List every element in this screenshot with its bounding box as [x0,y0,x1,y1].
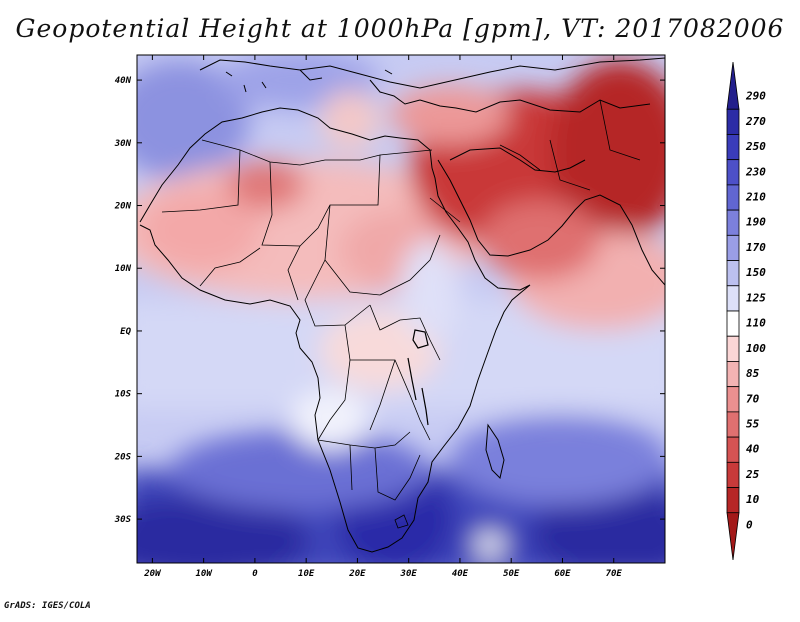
lon-label: 20E [348,569,366,579]
colorbar-label: 100 [746,342,766,355]
lat-label: EQ [120,327,131,337]
lon-label: 10E [298,569,315,579]
colorbar-swatch [726,260,740,287]
colorbar-label: 0 [746,518,753,531]
colorbar-swatch [726,209,740,236]
colorbar-swatch [726,335,740,362]
coastlines [139,57,665,553]
lat-label: 20S [114,452,132,462]
lon-label: 30E [400,569,418,579]
colorbar-swatch [726,361,740,388]
colorbar-label: 25 [745,468,760,481]
colorbar-label: 230 [745,165,766,178]
lat-label: 20N [114,202,132,212]
lon-label: 0 [252,569,258,579]
colorbar-label: 85 [746,367,760,380]
colorbar-label: 250 [745,140,766,153]
colorbar-label: 210 [745,191,766,204]
lat-label: 30S [114,515,132,525]
colorbar-swatch [726,461,740,488]
colorbar-label: 10 [746,493,760,506]
colorbar-label: 55 [746,418,760,431]
lon-label: 50E [503,569,520,579]
lat-label: 40N [115,76,132,86]
lat-label: 10S [115,390,132,400]
colorbar-cap-top [726,61,740,110]
colorbar-label: 170 [746,241,766,254]
map-title: Geopotential Height at 1000hPa [gpm], VT… [15,14,785,43]
longitude-axis: 20W 10W 0 10E 20E 30E 40E 50E 60E 70E [143,55,622,579]
colorbar-swatch [726,134,740,161]
colorbar-swatch [726,487,740,514]
lakes [407,329,429,426]
height-field [137,55,665,563]
colorbar-swatch [726,234,740,261]
colorbar-swatch [726,386,740,413]
lon-label: 10W [196,569,214,579]
colorbar-label: 125 [746,291,766,304]
lon-label: 20W [143,569,162,579]
colorbar-swatch [726,436,740,463]
latitude-axis: 40N 30N 20N 10N EQ 10S 20S 30S [114,76,665,525]
lon-label: 70E [606,569,623,579]
colorbar-label: 190 [746,216,766,229]
colorbar-label: 40 [746,443,760,456]
lon-label: 40E [452,569,469,579]
colorbar-label: 270 [745,115,766,128]
colorbar-swatch [726,108,740,135]
lat-label: 30N [114,139,132,149]
country-borders [161,99,641,529]
colorbar-label: 150 [746,266,766,279]
lat-label: 10N [115,264,132,274]
colorbar-swatch [726,159,740,186]
colorbar: 2902702502302101901701501251101008570554… [726,61,766,561]
grads-credit: GrADS: IGES/COLA [4,601,91,611]
colorbar-label: 290 [745,90,766,103]
colorbar-swatch [726,411,740,438]
lon-label: 60E [554,569,571,579]
colorbar-cap-bottom [726,512,740,561]
colorbar-label: 70 [746,392,760,405]
colorbar-label: 110 [746,317,766,330]
height-field-shading [137,55,665,563]
colorbar-swatch [726,184,740,211]
plot-frame [136,54,666,564]
colorbar-swatch [726,285,740,312]
colorbar-swatch [726,310,740,337]
